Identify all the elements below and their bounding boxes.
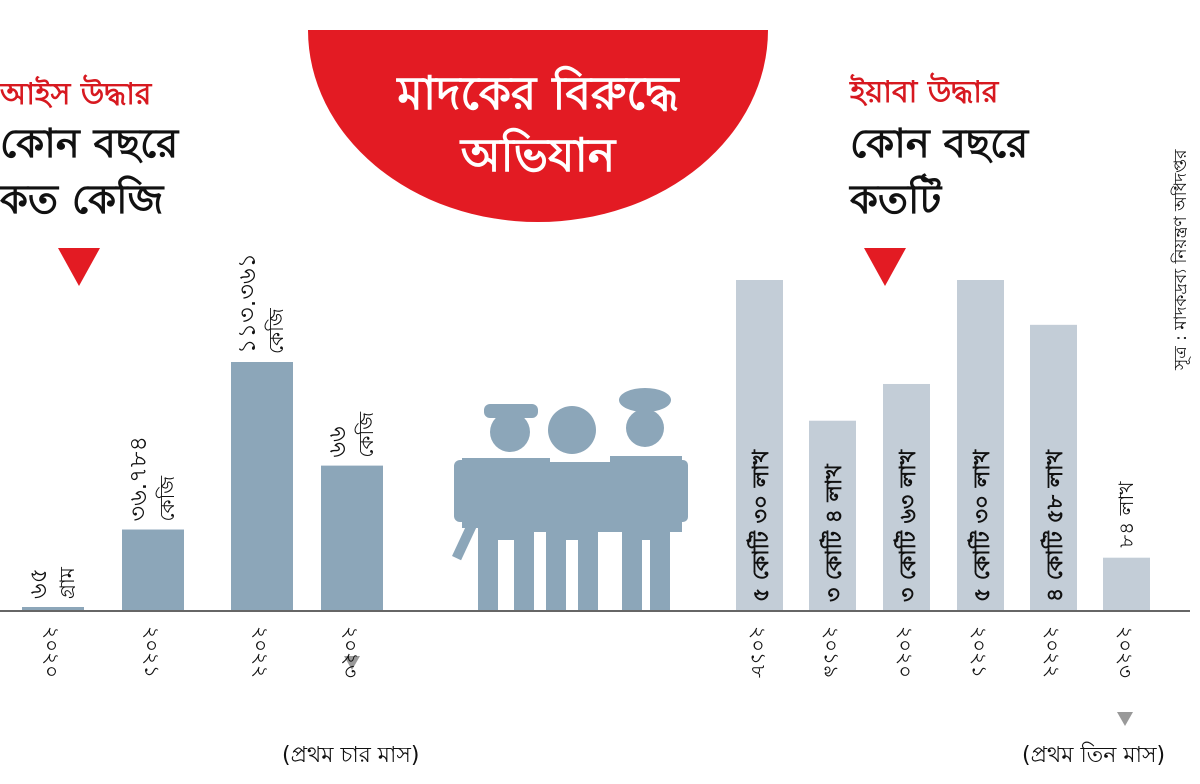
bar — [1030, 324, 1077, 610]
data-label: ৫ কোটি ৩০ লাখ — [746, 448, 774, 602]
x-tick-label: ২০১৯ — [820, 626, 844, 678]
data-label-value: ৬৫ — [24, 568, 52, 599]
data-label-unit: কেজি — [155, 475, 179, 522]
x-tick-label: ২০২৩ — [339, 626, 363, 678]
grey-triangle-icon — [1117, 712, 1133, 726]
yaba-subtitle-line-2: কতটি — [850, 177, 942, 223]
x-tick-label: ২০২২ — [249, 626, 273, 678]
yaba-chart-subtitle: কোন বছরে কতটি — [850, 116, 1028, 228]
ice-subtitle-line-2: কত কেজি — [0, 177, 164, 223]
x-tick-label: ২০২২ — [1041, 626, 1065, 678]
yaba-note: (প্রথম তিন মাস) — [1022, 743, 1166, 768]
data-label-unit: গ্রাম — [55, 566, 79, 599]
data-label: ৪ কোটি ৫৮ লাখ — [1040, 448, 1068, 602]
x-tick-label: ২০২৩ — [1114, 626, 1138, 678]
banner-line-2: অভিযান — [460, 128, 616, 182]
red-semicircle — [308, 30, 768, 222]
grey-triangle-icon — [344, 656, 360, 670]
bar — [321, 465, 383, 610]
x-tick-label: ২০২১ — [140, 626, 164, 678]
x-tick-label: ২০২১ — [968, 626, 992, 678]
data-label-unit: কেজি — [264, 307, 288, 354]
ice-chart-subtitle: কোন বছরে কত কেজি — [0, 116, 178, 228]
data-label-unit: কেজি — [354, 411, 378, 458]
banner-line-1: মাদকের বিরুদ্ধে — [397, 66, 679, 120]
data-label: ৫ কোটি ৩০ লাখ — [967, 448, 995, 602]
bar — [957, 280, 1004, 610]
ice-chart-title: আইস উদ্ধার — [0, 77, 152, 112]
data-label: ৩ কোটি ৪ লাখ — [819, 463, 847, 602]
data-label: ৮৪ লাখ — [1114, 481, 1138, 548]
bar — [231, 362, 293, 610]
bar — [22, 607, 84, 610]
bar — [883, 383, 930, 610]
yaba-subtitle-line-1: কোন বছরে — [850, 121, 1029, 167]
red-triangle-icon — [58, 248, 100, 286]
bar — [736, 280, 783, 610]
bar — [122, 529, 184, 610]
bar — [809, 420, 856, 610]
data-label-value: ৩৬.৭৮৪ — [124, 436, 152, 522]
x-tick-label: ২০২০ — [40, 626, 64, 678]
ice-note: (প্রথম চার মাস) — [282, 743, 420, 768]
data-label-value: ১১৩.৩৬১ — [233, 253, 261, 354]
bar — [1103, 557, 1150, 610]
x-tick-label: ২০১৮ — [747, 626, 771, 678]
ice-subtitle-line-1: কোন বছরে — [0, 121, 179, 167]
data-label-value: ৬৬ — [323, 426, 351, 457]
yaba-chart-title: ইয়াবা উদ্ধার — [850, 75, 999, 110]
banner-title: মাদকের বিরুদ্ধে অভিযান — [308, 62, 768, 186]
data-label: ৩ কোটি ৬৩ লাখ — [893, 448, 921, 602]
police-and-arrestee-icon — [452, 388, 688, 610]
x-tick-label: ২০২০ — [894, 626, 918, 678]
red-triangle-icon — [864, 248, 906, 286]
